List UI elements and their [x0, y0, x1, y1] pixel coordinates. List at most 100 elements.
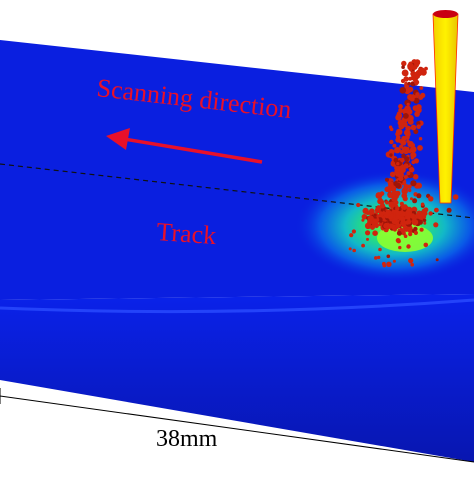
powder-particle [396, 162, 400, 166]
powder-particle [405, 220, 410, 225]
powder-particle [400, 216, 405, 221]
powder-particle [379, 199, 385, 205]
powder-particle [410, 146, 417, 153]
powder-particle [399, 227, 404, 232]
powder-particle [401, 212, 406, 217]
powder-particle [401, 204, 408, 210]
powder-particle [405, 125, 411, 132]
powder-particle [419, 227, 424, 232]
powder-particle [446, 207, 452, 213]
powder-particle [352, 248, 357, 253]
powder-particle [392, 143, 397, 148]
powder-particle [412, 198, 418, 204]
powder-particle [400, 78, 406, 84]
powder-particle [361, 214, 368, 220]
powder-particle [391, 196, 397, 202]
powder-particle [412, 174, 419, 180]
powder-particle [386, 254, 391, 259]
powder-particle [399, 164, 406, 171]
powder-particle [415, 74, 420, 79]
powder-particle [374, 256, 378, 260]
powder-particle [415, 92, 420, 97]
powder-particle [395, 210, 401, 217]
powder-particle [406, 171, 411, 176]
powder-particle [399, 150, 404, 154]
powder-particle [362, 207, 369, 214]
powder-particle [401, 65, 405, 69]
powder-particle [348, 247, 352, 251]
powder-particle [406, 102, 410, 106]
powder-particle [372, 218, 378, 224]
powder-particle [410, 180, 417, 187]
powder-particle [403, 113, 409, 119]
powder-particle [410, 124, 417, 131]
powder-particle [416, 124, 421, 129]
powder-particle [410, 262, 415, 267]
powder-particle [394, 147, 401, 154]
powder-particle [377, 217, 383, 223]
powder-particle [410, 71, 416, 77]
powder-particle [401, 60, 407, 67]
powder-particle [408, 188, 412, 193]
powder-particle [388, 216, 392, 220]
powder-particle [409, 96, 415, 102]
powder-particle [414, 213, 420, 218]
powder-particle [395, 206, 400, 211]
powder-particle [399, 87, 407, 94]
powder-particle [413, 97, 420, 104]
powder-particle [369, 220, 374, 224]
powder-particle [403, 174, 408, 179]
powder-particle [408, 76, 413, 81]
powder-particle [349, 233, 354, 238]
powder-particle [382, 261, 386, 266]
powder-particle [407, 149, 412, 154]
powder-particle [420, 92, 426, 98]
substrate-edge [0, 298, 474, 314]
powder-particle [416, 121, 421, 126]
powder-particle [396, 230, 403, 236]
powder-particle [399, 201, 404, 206]
powder-particle [410, 197, 413, 201]
powder-particle [408, 232, 413, 237]
powder-particle [401, 153, 406, 159]
powder-particle [351, 229, 356, 234]
powder-particle [416, 193, 422, 199]
powder-particle [392, 259, 396, 263]
powder-particle [391, 217, 398, 225]
powder-particle [435, 258, 439, 262]
powder-particle [405, 214, 411, 220]
powder-particle [402, 108, 409, 115]
powder-particle [400, 157, 405, 163]
powder-particle [418, 137, 423, 141]
powder-particle [402, 192, 407, 196]
powder-particle [434, 207, 439, 213]
dimension-line [0, 388, 474, 463]
powder-particle [405, 146, 410, 151]
powder-particle [379, 191, 385, 196]
powder-particle [424, 66, 428, 71]
powder-particle [428, 211, 433, 216]
powder-particle [403, 234, 408, 238]
powder-particle [393, 157, 399, 163]
powder-particle [365, 230, 371, 236]
powder-particle [405, 88, 410, 92]
powder-particle [410, 152, 417, 159]
powder-particle [416, 182, 422, 189]
dimension-label: 38mm [156, 426, 218, 452]
powder-particle [395, 190, 401, 196]
powder-particle [389, 139, 394, 145]
powder-particle [368, 208, 375, 215]
powder-particle [389, 153, 393, 157]
powder-particle [408, 167, 415, 173]
powder-particle [394, 200, 399, 205]
track-label: Track [156, 217, 218, 250]
powder-particle [388, 125, 393, 129]
powder-particle [402, 70, 409, 77]
powder-particle [366, 237, 369, 241]
powder-particle [387, 181, 394, 188]
powder-particle [404, 81, 408, 86]
arrow-left-icon [106, 128, 263, 164]
powder-particle [406, 244, 411, 249]
